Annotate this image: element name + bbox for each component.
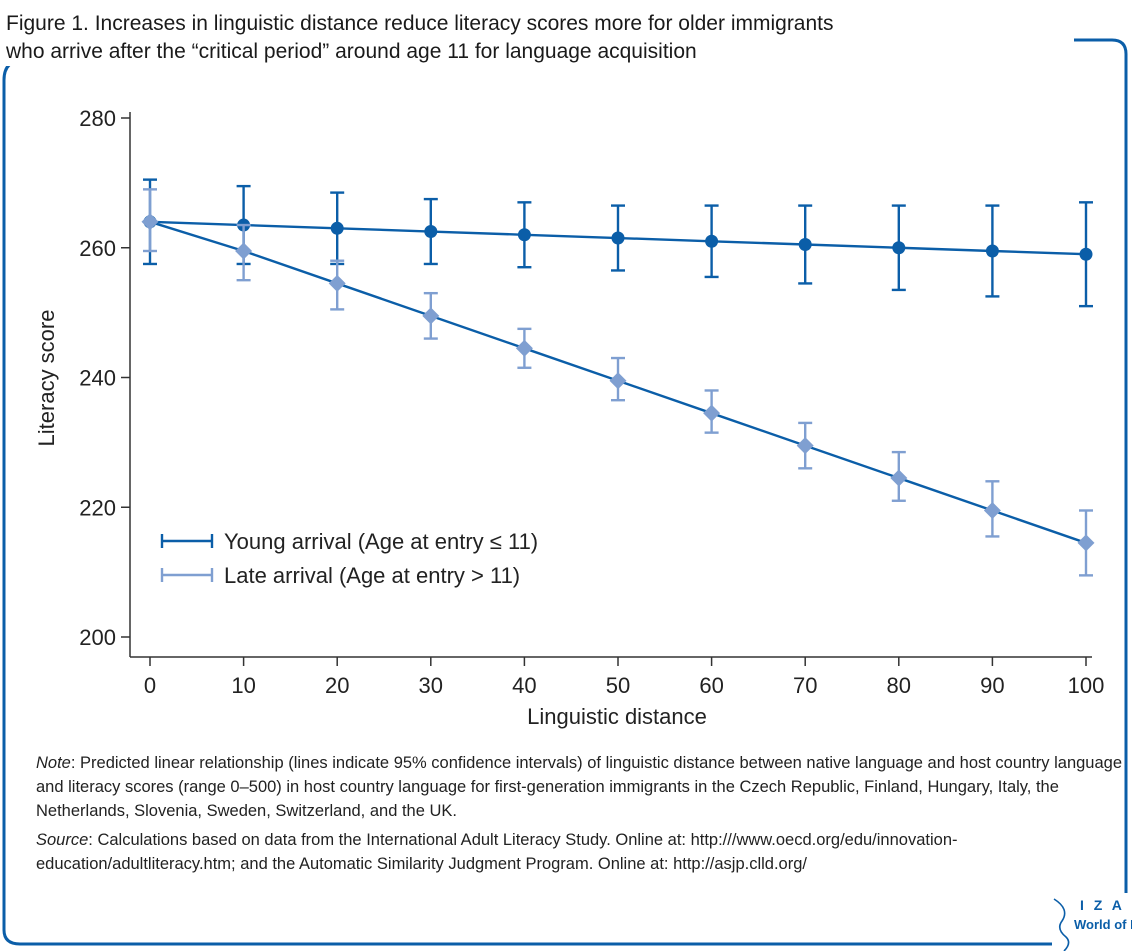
y-tick-label: 280 [79, 106, 116, 131]
note-text: : Predicted linear relationship (lines i… [36, 754, 1123, 820]
logo-wol-text: World of Labor [1074, 917, 1132, 932]
data-point [890, 469, 908, 487]
note-label: Note [36, 754, 71, 772]
y-tick-label: 220 [79, 495, 116, 520]
data-point [796, 437, 814, 455]
y-tick-label: 240 [79, 366, 116, 391]
chart-series [141, 178, 1095, 577]
data-point [703, 404, 721, 422]
series-late-arrival [141, 188, 1095, 577]
data-point [1079, 247, 1093, 261]
y-tick-label: 200 [79, 625, 116, 650]
figure-title-line-2: who arrive after the “critical period” a… [6, 38, 703, 66]
iza-logo: I Z A World of Labor [1052, 893, 1132, 951]
data-point [330, 221, 344, 235]
x-tick-label: 60 [699, 673, 723, 698]
data-point [609, 372, 627, 390]
y-axis-label: Literacy score [34, 310, 59, 447]
x-tick-label: 20 [325, 673, 349, 698]
legend-label: Late arrival (Age at entry > 11) [224, 563, 520, 588]
x-tick-label: 100 [1068, 673, 1105, 698]
y-tick-label: 260 [79, 236, 116, 261]
figure-notes: Note: Predicted linear relationship (lin… [36, 751, 1126, 881]
data-point [515, 339, 533, 357]
data-point [235, 242, 253, 260]
data-point [422, 307, 440, 325]
x-tick-label: 80 [887, 673, 911, 698]
data-point [517, 228, 531, 242]
x-tick-label: 10 [231, 673, 255, 698]
x-tick-label: 0 [144, 673, 156, 698]
data-point [328, 274, 346, 292]
data-point [892, 241, 906, 255]
chart-legend: Young arrival (Age at entry ≤ 11) Late ar… [160, 529, 538, 588]
data-point [1077, 534, 1095, 552]
chart-axes: 200 220 240 260 280 0 10 20 30 40 50 60 70 80 90 100 [79, 106, 1104, 698]
literacy-chart: 200 220 240 260 280 0 10 20 30 40 50 60 70 80 90 100 Yo… [34, 106, 1104, 729]
figure-title-line-1: Figure 1. Increases in linguistic distan… [6, 10, 840, 38]
source-paragraph: Source: Calculations based on data from … [36, 828, 1126, 876]
data-point [985, 244, 999, 258]
x-tick-label: 90 [980, 673, 1004, 698]
legend-label: Young arrival (Age at entry ≤ 11) [224, 529, 538, 554]
data-point [705, 234, 719, 248]
data-point [798, 238, 812, 252]
logo-iza-text: I Z A [1080, 897, 1125, 913]
data-point [141, 213, 159, 231]
figure-title: Figure 1. Increases in linguistic distan… [6, 10, 1106, 66]
source-label: Source [36, 831, 89, 849]
note-paragraph: Note: Predicted linear relationship (lin… [36, 751, 1126, 823]
iza-logo-mark-icon [1053, 898, 1070, 951]
data-point [424, 225, 438, 239]
series-young-arrival [143, 178, 1093, 308]
x-tick-label: 50 [606, 673, 630, 698]
x-tick-label: 40 [512, 673, 536, 698]
data-point [983, 501, 1001, 519]
x-axis-label: Linguistic distance [527, 704, 707, 729]
x-tick-label: 70 [793, 673, 817, 698]
legend-item: Late arrival (Age at entry > 11) [160, 563, 520, 588]
source-text: : Calculations based on data from the In… [36, 831, 958, 873]
x-tick-label: 30 [419, 673, 443, 698]
data-point [611, 231, 625, 245]
legend-item: Young arrival (Age at entry ≤ 11) [160, 529, 538, 554]
